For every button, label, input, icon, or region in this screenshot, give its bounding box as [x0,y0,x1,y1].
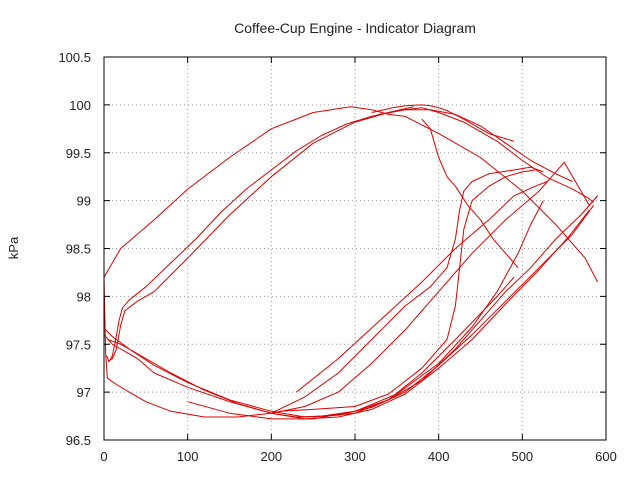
x-tick-label: 300 [344,449,366,464]
x-tick-label: 400 [428,449,450,464]
series-line-15 [296,181,548,393]
x-tick-label: 200 [260,449,282,464]
series-line-16 [354,109,573,182]
y-tick-label: 97.5 [66,337,91,352]
y-tick-label: 99 [77,194,91,209]
chart-title: Coffee-Cup Engine - Indicator Diagram [234,20,476,36]
y-tick-label: 98.5 [66,242,91,257]
series-line-7 [106,111,393,362]
x-tick-label: 0 [100,449,107,464]
ticks [103,56,607,441]
series-line-2 [103,106,599,283]
series-line-6 [107,106,414,362]
y-tick-label: 98 [77,289,91,304]
y-tick-label: 99.5 [66,146,91,161]
series-line-9 [105,205,594,418]
series-line-5 [421,118,519,269]
y-tick-label: 100 [69,98,91,113]
series-line-12 [279,169,535,412]
x-tick-labels: 0 100 200 300 400 500 600 [100,449,616,464]
y-tick-labels: 96.5 97 97.5 98 98.5 99 99.5 100 100.5 [58,50,91,448]
x-tick-label: 500 [511,449,533,464]
series-line-10 [108,209,590,420]
series-line-8 [103,195,598,418]
y-tick-label: 97 [77,385,91,400]
y-axis-label: kPa [6,236,21,259]
series-line-1 [103,161,598,418]
series-line-4 [371,104,515,142]
plot-frame [103,56,607,441]
y-tick-label: 100.5 [58,50,91,65]
series-line-3 [405,107,594,203]
x-tick-label: 600 [595,449,617,464]
series-line-13 [313,276,515,418]
series-line-14 [187,200,544,420]
series-line-11 [271,166,544,414]
series-group [103,104,599,420]
grid [104,57,606,440]
x-tick-label: 100 [177,449,199,464]
y-tick-label: 96.5 [66,433,91,448]
